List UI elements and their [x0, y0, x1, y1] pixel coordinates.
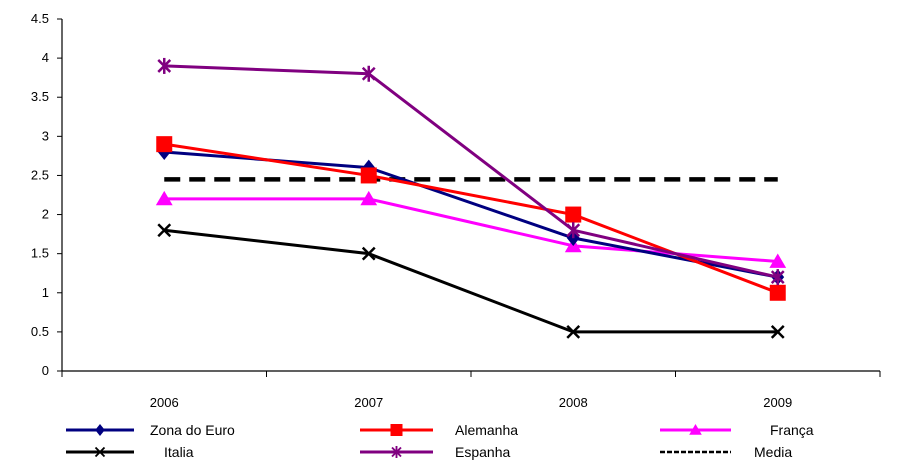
data-point-marker [390, 424, 403, 436]
axes: 0 0.5 1 1.5 2 2.5 3 3.5 4 4.5 2006 2007 2008 2009 [31, 11, 881, 410]
series-line [164, 197, 778, 263]
data-point-marker [689, 424, 702, 435]
series-line [164, 228, 778, 334]
y-tick-label: 2.5 [31, 167, 49, 182]
series-espanha [157, 57, 785, 286]
data-point-marker [157, 223, 172, 238]
marker-stroke [361, 246, 376, 261]
x-tick-label: 2008 [559, 395, 588, 410]
legend-entry: Espanha [360, 444, 510, 460]
legend-marker-group [94, 446, 106, 458]
data-point-marker [770, 325, 785, 339]
y-tick-label: 2 [42, 207, 49, 222]
series-line [164, 64, 779, 279]
data-point-marker [769, 253, 787, 268]
legend-label: Media [754, 444, 792, 460]
legend-entry: Alemanha [360, 422, 518, 438]
data-point-marker [770, 269, 785, 286]
legend-marker-group [95, 424, 105, 436]
data-point-marker [769, 284, 786, 301]
marker-stroke [770, 325, 785, 339]
marker-stroke [157, 223, 172, 238]
legend-label: Zona do Euro [150, 422, 235, 438]
y-tick-label: 3 [42, 128, 49, 143]
data-point-marker [360, 167, 377, 184]
series-layer [155, 57, 787, 339]
legend-marker-group [689, 424, 702, 435]
data-point-marker [95, 424, 105, 436]
y-tick-label: 4 [42, 50, 49, 65]
y-tick-label: 1 [42, 285, 49, 300]
series-line [164, 142, 779, 295]
legend-entry: França [660, 422, 814, 438]
legend-label: Italia [164, 444, 194, 460]
data-point-marker [361, 65, 376, 82]
data-point-marker [361, 246, 376, 261]
x-tick-label: 2007 [354, 395, 383, 410]
legend-label: Alemanha [455, 422, 518, 438]
legend: Zona do Euro Alemanha França Italia Espanha M… [66, 422, 814, 460]
y-tick-label: 3.5 [31, 89, 49, 104]
data-point-marker [565, 206, 582, 223]
series-italia [157, 223, 785, 339]
y-tick-label: 1.5 [31, 246, 49, 261]
legend-entry: Media [660, 444, 792, 460]
y-tick-label: 4.5 [31, 11, 49, 26]
data-point-marker [155, 190, 173, 206]
data-point-marker [94, 446, 106, 458]
marker-stroke [94, 446, 106, 458]
legend-label: Espanha [455, 444, 510, 460]
series-zona-do-euro [157, 143, 785, 286]
data-point-marker [156, 136, 173, 153]
data-point-marker [157, 57, 172, 74]
data-point-marker [391, 446, 402, 458]
data-point-marker [360, 190, 378, 206]
legend-entry: Zona do Euro [66, 422, 235, 438]
y-tick-label: 0 [42, 363, 49, 378]
data-point-marker [566, 222, 581, 239]
legend-marker-group [390, 424, 403, 436]
x-tick-label: 2009 [763, 395, 792, 410]
legend-label: França [770, 422, 814, 438]
legend-entry: Italia [66, 444, 194, 460]
legend-marker-group [391, 446, 402, 458]
marker-stroke [566, 325, 581, 339]
data-point-marker [566, 325, 581, 339]
series-alemanha [156, 136, 786, 301]
x-tick-label: 2006 [150, 395, 179, 410]
y-tick-label: 0.5 [31, 324, 49, 339]
